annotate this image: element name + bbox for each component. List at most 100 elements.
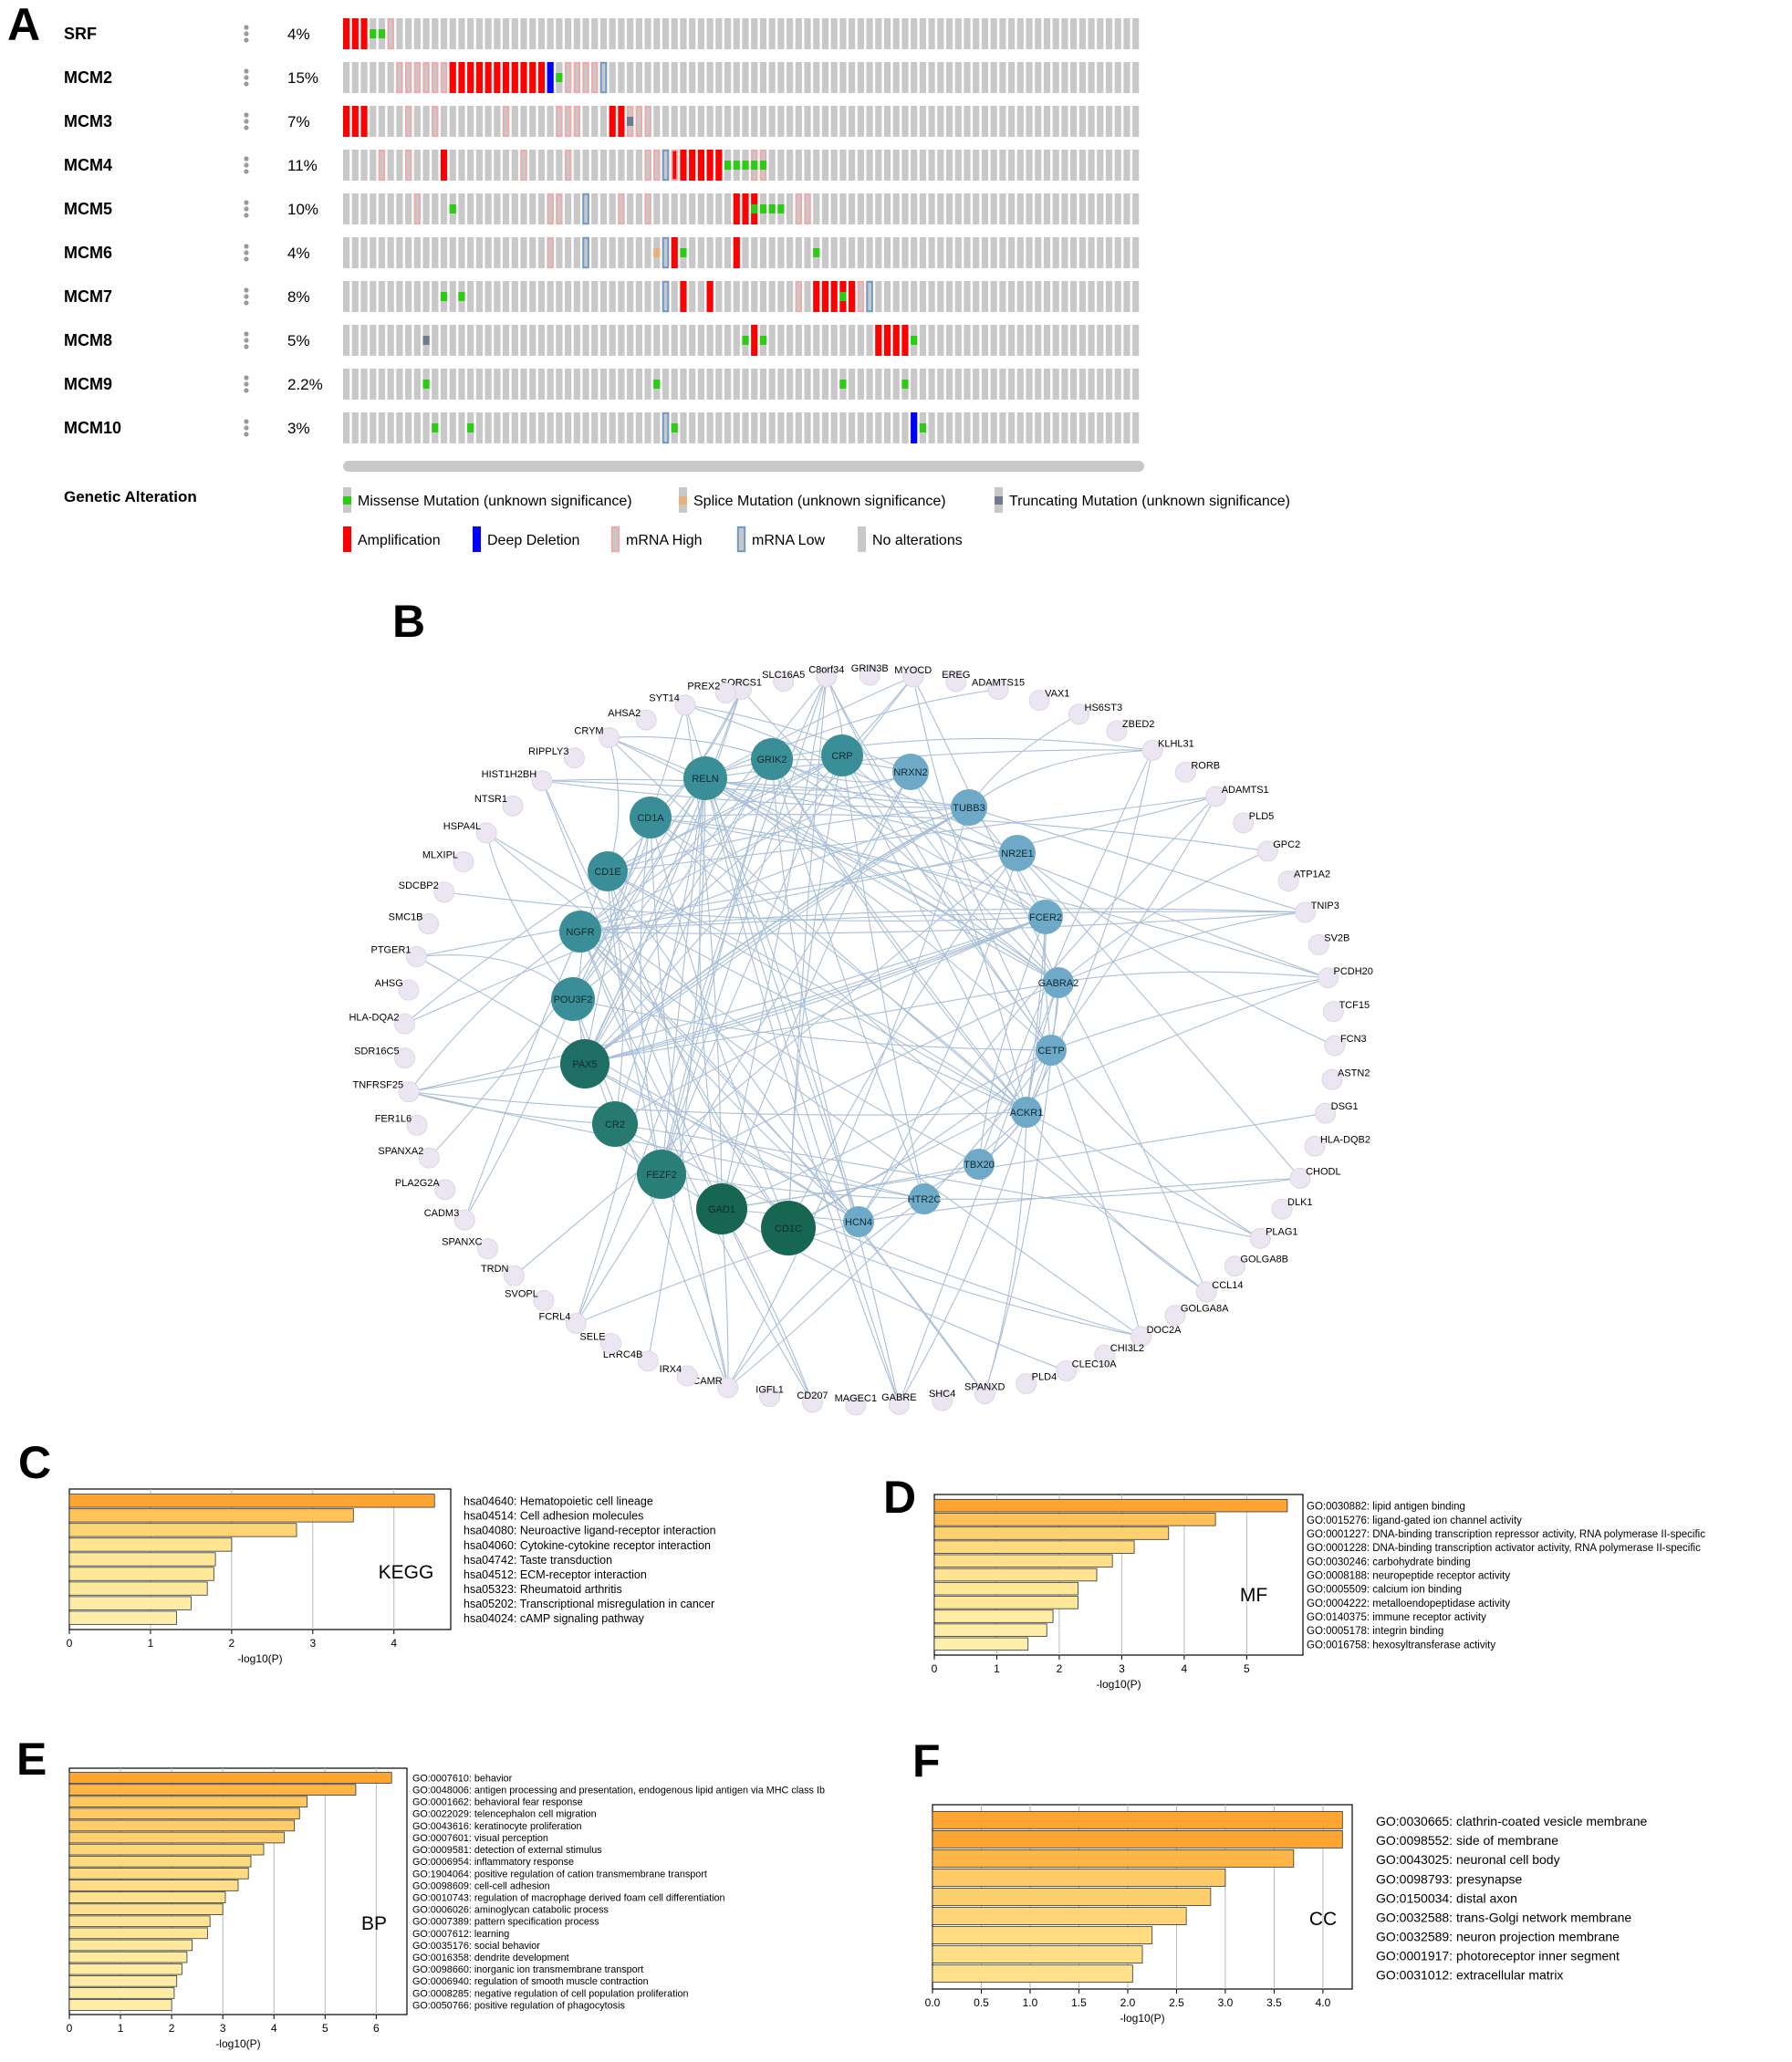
- mrna-high-mark: [413, 61, 422, 94]
- sample-cell: [706, 325, 714, 356]
- sample-cell: [671, 369, 678, 400]
- sample-cell: [556, 281, 563, 312]
- sample-cell: [484, 281, 492, 312]
- sample-cell: [449, 150, 456, 181]
- sample-cell: [937, 369, 944, 400]
- sample-cell: [387, 369, 394, 400]
- mrna-high-mark: [404, 149, 412, 182]
- sample-cell: [520, 150, 527, 181]
- network-edge: [1016, 852, 1336, 1047]
- sample-cell: [343, 325, 350, 356]
- missense-mark: [759, 161, 767, 170]
- ring-node: [477, 1238, 499, 1260]
- ring-node-label: SYT14: [649, 693, 680, 704]
- ring-node: [932, 1390, 953, 1411]
- mrna-high-mark: [396, 61, 403, 94]
- ring-node: [816, 666, 838, 688]
- sample-cell: [990, 412, 997, 443]
- sample-cell: [582, 281, 589, 312]
- network-edge: [826, 676, 1059, 984]
- sample-cell: [999, 412, 1006, 443]
- network-edge: [1050, 1049, 1142, 1337]
- sample-cell: [901, 325, 909, 356]
- sample-cell: [1132, 325, 1140, 356]
- term-label: hsa05323: Rheumatoid arthritis: [464, 1583, 622, 1596]
- term-label: GO:0032589: neuron projection membrane: [1376, 1929, 1620, 1943]
- x-tick-label: 1.0: [1023, 1996, 1038, 2009]
- x-tick-label: 2.5: [1169, 1996, 1184, 2009]
- sample-cell: [1132, 369, 1140, 400]
- sample-cell: [440, 62, 448, 93]
- sample-cell: [1123, 62, 1130, 93]
- sample-cell: [866, 325, 873, 356]
- sample-cell: [511, 150, 518, 181]
- gene-percent: 5%: [287, 332, 310, 349]
- sample-cell: [901, 281, 909, 312]
- sample-cell: [787, 62, 794, 93]
- hub-node: [1036, 1035, 1067, 1066]
- sample-cell: [1078, 106, 1086, 137]
- bar: [932, 1888, 1212, 1906]
- sample-cell: [1061, 237, 1068, 268]
- network-edge: [650, 814, 1268, 852]
- sample-cell: [1123, 412, 1130, 443]
- sample-cell: [635, 325, 642, 356]
- sample-cell: [954, 62, 962, 93]
- panel-letter-e: E: [16, 1734, 47, 1785]
- sample-cell: [618, 18, 625, 49]
- sample-cell: [857, 237, 864, 268]
- ring-node-label: EREG: [942, 670, 970, 681]
- sample-cell: [795, 193, 802, 224]
- sample-cell: [813, 281, 820, 312]
- sample-cell: [405, 325, 412, 356]
- sample-cell: [618, 237, 625, 268]
- term-label: GO:0098552: side of membrane: [1376, 1833, 1558, 1848]
- network-edge: [787, 852, 1018, 1229]
- sample-cell: [1070, 18, 1078, 49]
- splice-mark: [653, 248, 661, 257]
- sample-cell: [911, 18, 918, 49]
- sample-cell: [351, 281, 359, 312]
- bar: [68, 1843, 265, 1856]
- sample-cell: [697, 150, 704, 181]
- sample-cell: [919, 193, 926, 224]
- sample-cell: [795, 325, 802, 356]
- sample-cell: [565, 193, 572, 224]
- sample-cell: [644, 281, 651, 312]
- mrna-high-mark: [547, 193, 554, 225]
- horizontal-scrollbar: [343, 461, 1144, 472]
- ring-node: [565, 1312, 587, 1334]
- sample-cell: [378, 106, 386, 137]
- hub-node-label: HTR2C: [908, 1194, 942, 1205]
- sample-cell: [857, 325, 864, 356]
- gene-percent: 11%: [287, 157, 318, 174]
- sample-cell: [821, 106, 829, 137]
- sample-cell: [1105, 369, 1113, 400]
- hub-node-label: CD1C: [775, 1224, 802, 1234]
- sample-cell: [458, 412, 465, 443]
- missense-mark: [759, 336, 767, 345]
- network-edge: [579, 931, 813, 1403]
- sample-cell: [1114, 106, 1121, 137]
- ring-node: [1318, 967, 1339, 989]
- term-label: GO:0030665: clathrin-coated vesicle memb…: [1376, 1814, 1647, 1828]
- sample-cell: [432, 369, 439, 400]
- network-edge: [984, 1111, 1027, 1394]
- sample-cell: [440, 18, 448, 49]
- missense-mark: [378, 29, 386, 38]
- sample-cell: [537, 281, 546, 312]
- network-edge: [923, 1177, 1301, 1200]
- sample-cell: [494, 150, 501, 181]
- ring-node-label: MLXIPL: [422, 850, 458, 861]
- sample-cell: [768, 412, 776, 443]
- sample-cell: [573, 325, 580, 356]
- sample-cell: [618, 106, 625, 137]
- mrna-high-mark: [432, 61, 439, 94]
- network-edge: [464, 931, 581, 1221]
- sample-cell: [804, 193, 811, 224]
- sample-cell: [644, 106, 651, 137]
- bar: [68, 1999, 172, 2011]
- network-edge: [968, 749, 1153, 808]
- sample-cell: [768, 106, 776, 137]
- sample-cell: [689, 193, 696, 224]
